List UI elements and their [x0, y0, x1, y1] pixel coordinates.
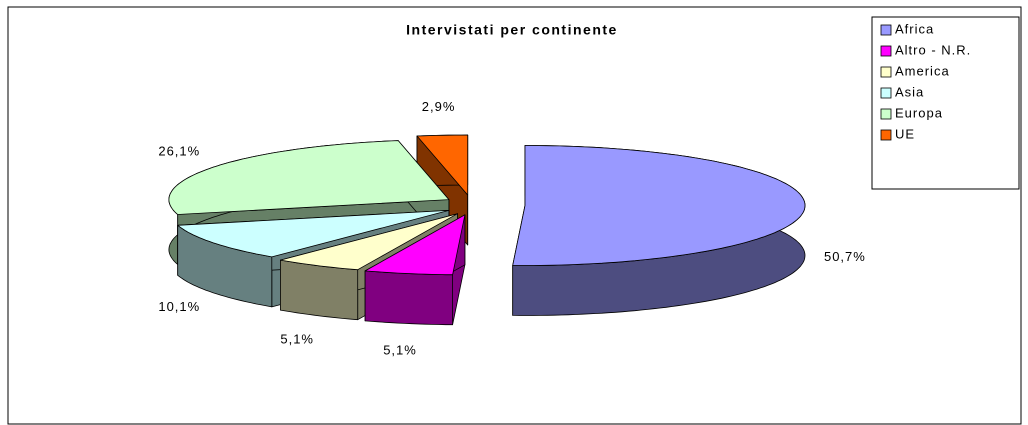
legend-label: UE: [895, 126, 915, 141]
data-label: 26,1%: [158, 144, 200, 159]
slice-top: [177, 209, 450, 258]
legend-label: Altro - N.R.: [895, 42, 971, 57]
legend-box: [871, 16, 1020, 190]
data-label: 5,1%: [383, 342, 417, 357]
data-label: 2,9%: [422, 99, 456, 114]
legend-label: Africa: [895, 21, 934, 36]
legend-swatch: [880, 129, 892, 141]
slice-top: [279, 213, 458, 271]
legend-swatch: [880, 108, 892, 120]
data-label: 5,1%: [280, 331, 314, 346]
legend-label: America: [895, 63, 950, 78]
data-label: 50,7%: [824, 249, 866, 264]
chart-frame: [7, 6, 1022, 425]
slice-top: [416, 134, 469, 196]
slice-wall: [364, 270, 454, 326]
legend-label: Asia: [895, 84, 924, 99]
legend-label: Europa: [895, 105, 943, 120]
slice-top: [168, 140, 450, 215]
legend-swatch: [880, 24, 892, 36]
legend-swatch: [880, 45, 892, 57]
chart-title: Intervistati per continente: [406, 22, 618, 38]
legend-swatch: [880, 66, 892, 78]
slice-top: [364, 214, 466, 276]
data-label: 10,1%: [158, 299, 200, 314]
slice-top: [512, 145, 806, 266]
legend-swatch: [880, 87, 892, 99]
